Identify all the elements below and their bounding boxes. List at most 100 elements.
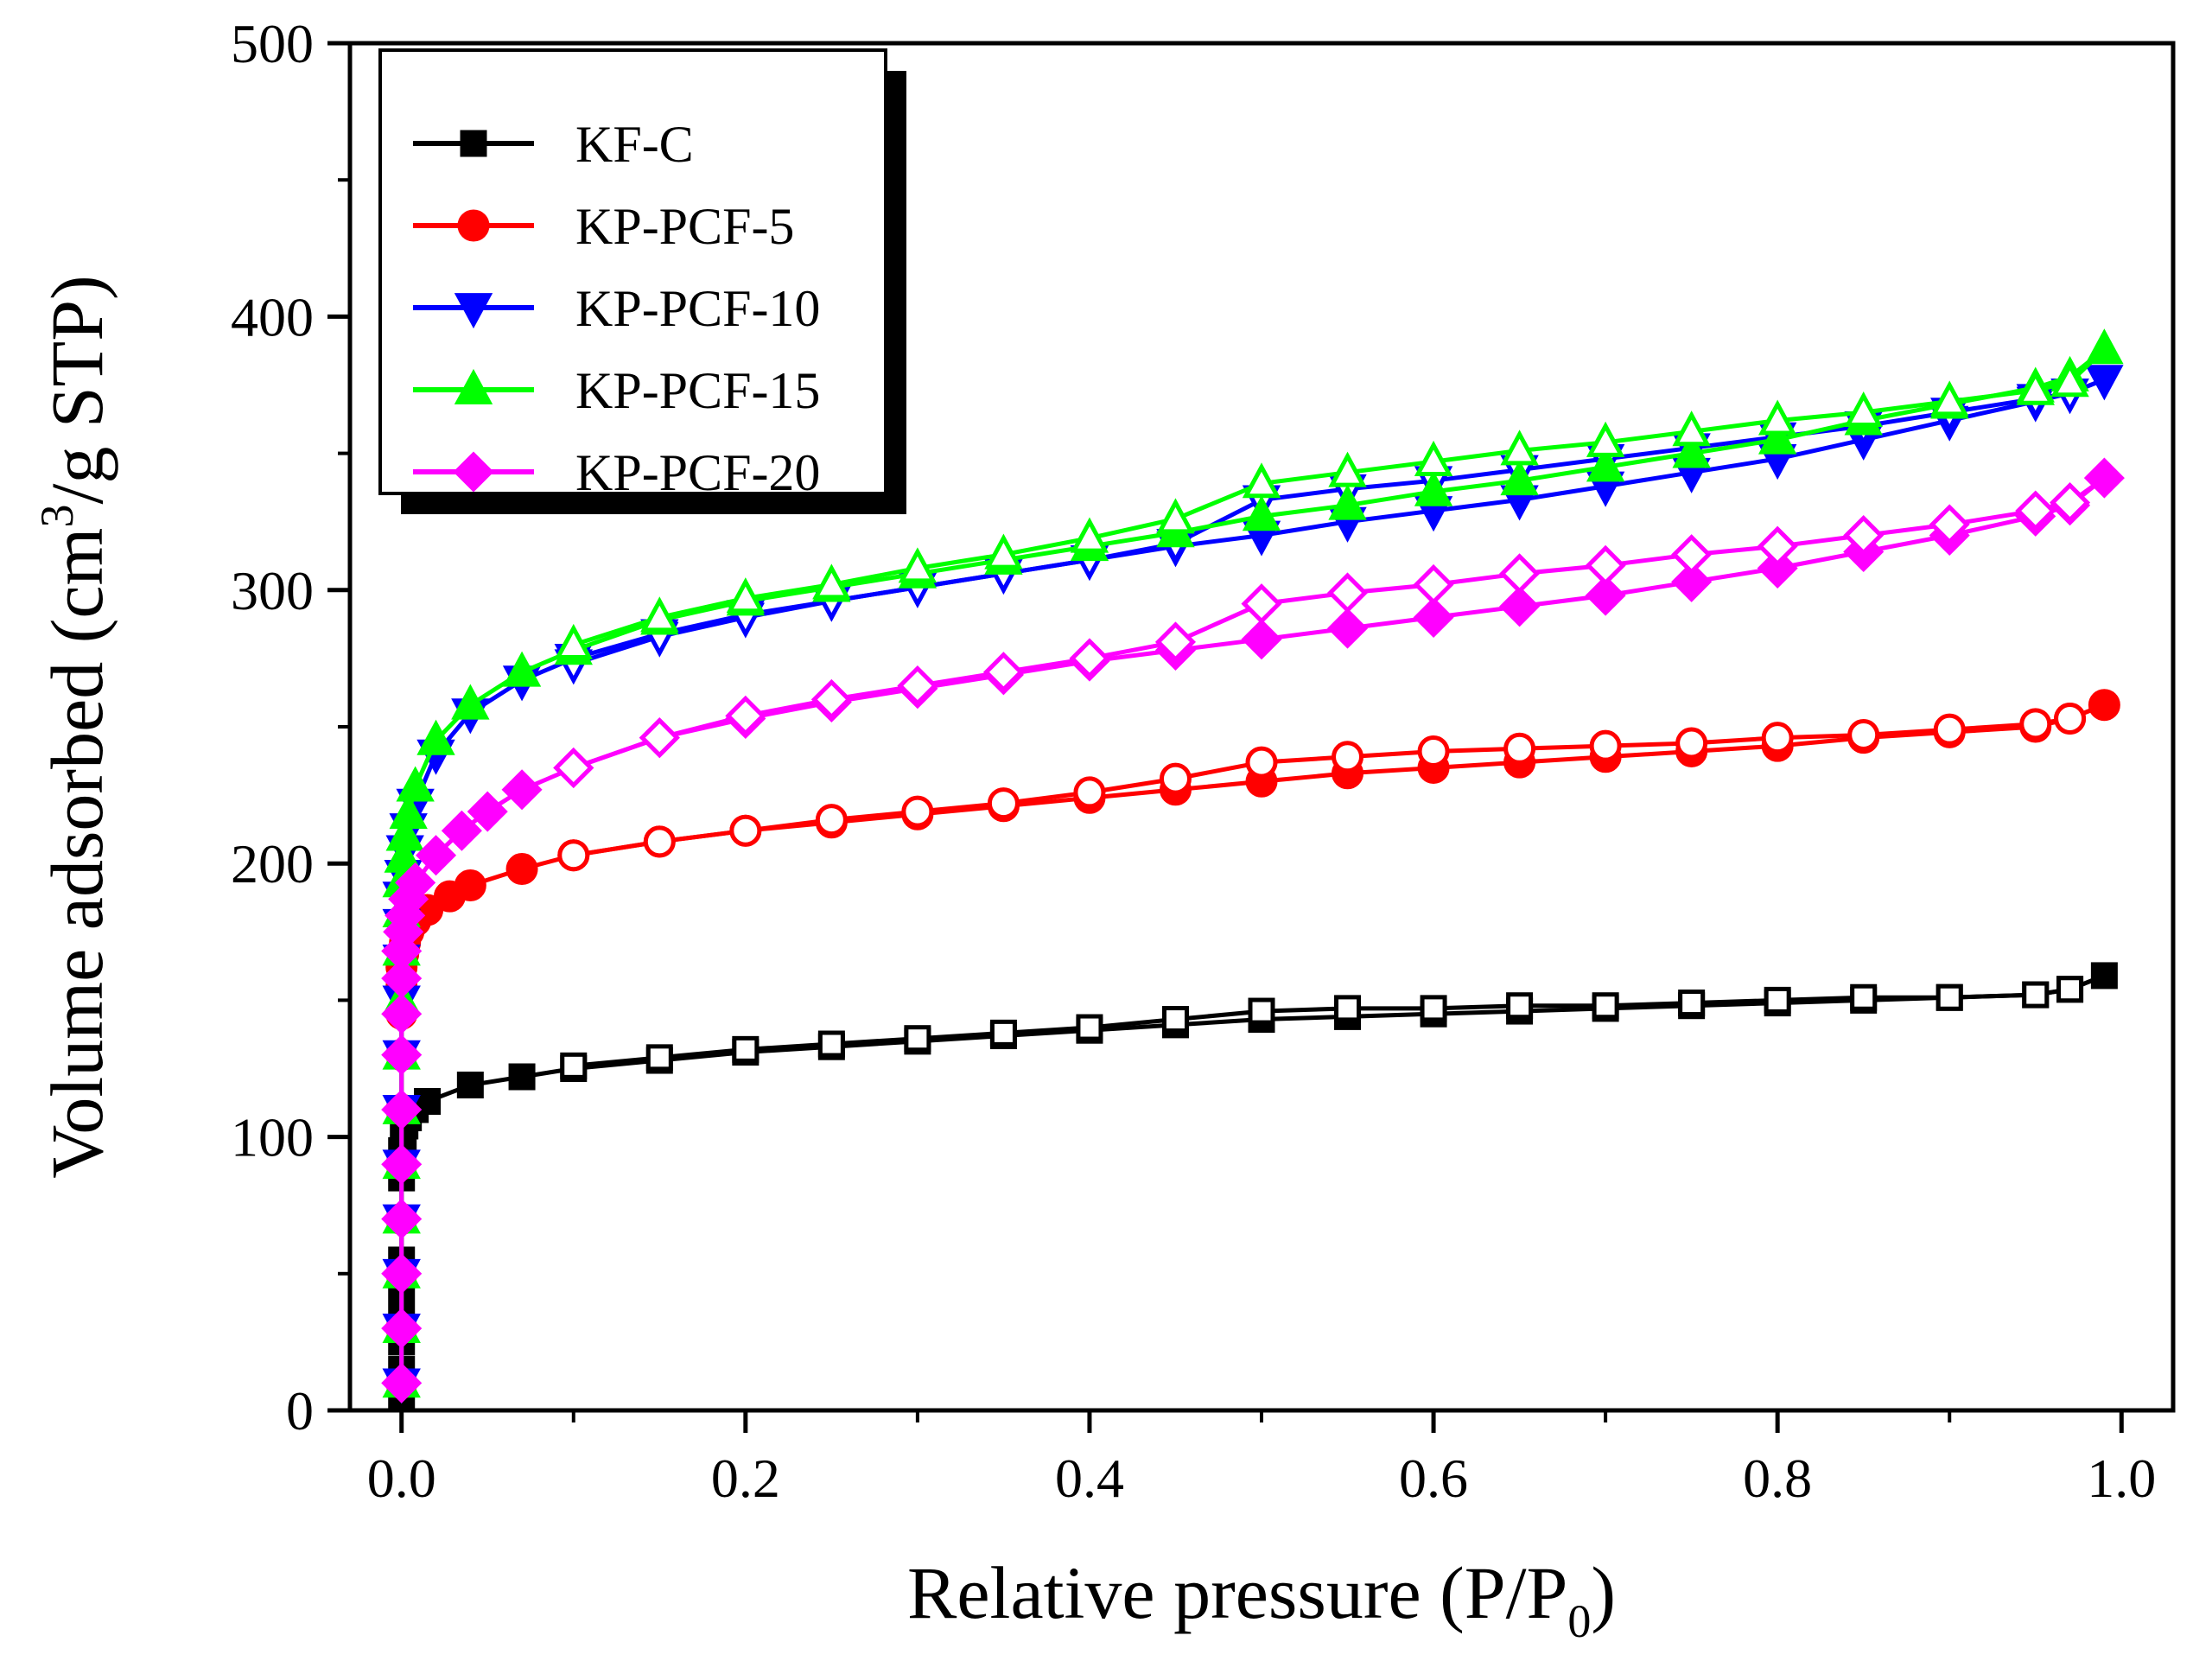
desorption-point (1503, 732, 1536, 765)
legend-label: KP-PCF-5 (575, 198, 794, 255)
desorption-point (1757, 525, 1798, 567)
adsorption-point (502, 651, 542, 687)
desorption-point (897, 665, 938, 707)
x-axis-title-main: Relative pressure (P/P (907, 1551, 1567, 1634)
desorption-point (1417, 735, 1450, 767)
legend-item: KP-PCF-20 (413, 444, 820, 501)
y-tick-label: 200 (231, 833, 314, 894)
desorption-point (1069, 638, 1110, 679)
adsorption-point (1241, 619, 1282, 660)
adsorption-point (1758, 418, 1797, 455)
desorption-point (1070, 517, 1109, 553)
desorption-point (1248, 997, 1275, 1025)
x-tick-label: 0.6 (1399, 1448, 1468, 1509)
desorption-point (1156, 498, 1195, 534)
desorption-point (1671, 534, 1713, 576)
desorption-point (1764, 986, 1791, 1014)
desorption-point (1506, 992, 1534, 1020)
desorption-point (1847, 718, 1880, 751)
desorption-point (1844, 391, 1883, 428)
desorption-point (901, 795, 934, 828)
desorption-point (2022, 981, 2050, 1009)
legend-box (378, 48, 887, 495)
adsorption-point (505, 853, 538, 886)
desorption-point (1672, 410, 1711, 447)
adsorption-point (416, 719, 455, 755)
desorption-point (1936, 983, 1963, 1011)
adsorption-point (1500, 460, 1539, 496)
x-axis-title-tail: ) (1591, 1551, 1616, 1634)
y-axis-title-main: Volume adsorbed (cm (35, 528, 118, 1179)
desorption-point (1413, 563, 1454, 606)
series-KP-PCF-20 (381, 457, 2125, 1403)
desorption-point (1761, 722, 1794, 754)
x-tick-label: 0.8 (1743, 1448, 1812, 1509)
adsorption-point (2083, 457, 2125, 499)
desorption-point (1499, 553, 1541, 595)
desorption-point (2054, 703, 2087, 735)
adsorption-point (381, 1308, 423, 1349)
desorption-point (643, 825, 676, 858)
desorption-point (640, 596, 679, 633)
legend-label: KP-PCF-10 (575, 280, 820, 337)
adsorption-point (381, 1143, 423, 1185)
adsorption-point (395, 862, 436, 903)
adsorption-point (467, 791, 508, 832)
desorption-line (573, 973, 2106, 1068)
desorption-point (1326, 572, 1369, 614)
desorption-point (1585, 544, 1626, 586)
desorption-point (1073, 776, 1106, 809)
desorption-point (1242, 462, 1281, 499)
desorption-point (898, 547, 938, 583)
desorption-point (1850, 983, 1878, 1011)
desorption-point (1933, 713, 1966, 746)
desorption-point (560, 1052, 588, 1079)
adsorption-point (389, 793, 428, 830)
adsorption-point (1328, 484, 1367, 520)
adsorption-point (1414, 470, 1453, 506)
desorption-point (1930, 380, 1969, 417)
legend-item: KP-PCF-5 (413, 198, 794, 255)
desorption-point (2050, 361, 2089, 398)
desorption-point (1592, 992, 1619, 1020)
x-tick-label: 0.4 (1055, 1448, 1124, 1509)
x-axis-title-subscript: 0 (1567, 1595, 1591, 1647)
legend-marker (457, 209, 490, 242)
adsorption-point (451, 684, 490, 720)
adsorption-point (454, 869, 486, 902)
legend-item: KP-PCF-10 (413, 280, 820, 337)
y-tick-label: 500 (231, 13, 314, 74)
adsorption-point (1499, 586, 1541, 627)
adsorption-point (381, 1089, 423, 1130)
desorption-point (2016, 369, 2055, 405)
adsorption-point (2085, 328, 2124, 365)
legend-marker (454, 368, 493, 404)
adsorption-point (384, 837, 423, 873)
adsorption-point (1672, 432, 1711, 468)
legend-label: KP-PCF-15 (575, 362, 820, 419)
desorption-point (904, 1025, 931, 1053)
adsorption-point (1586, 446, 1625, 482)
x-tick-label: 1.0 (2087, 1448, 2156, 1509)
desorption-point (1414, 440, 1453, 476)
desorption-point (1332, 741, 1364, 773)
desorption-point (2056, 976, 2084, 1003)
desorption-point (2050, 482, 2091, 524)
y-tick-label: 300 (231, 560, 314, 621)
desorption-point (815, 804, 848, 837)
desorption-point (810, 678, 852, 720)
desorption-point (729, 814, 762, 847)
adsorption-point (2085, 365, 2124, 401)
y-axis-title-tail: /g STP) (35, 275, 118, 504)
desorption-point (726, 577, 766, 614)
desorption-point (1076, 1014, 1103, 1041)
desorption-point (1420, 995, 1447, 1022)
adsorption-point (1585, 575, 1626, 616)
adsorption-point (415, 835, 457, 876)
desorption-point (725, 695, 766, 736)
desorption-point (1589, 729, 1622, 762)
desorption-point (1328, 451, 1367, 487)
desorption-point (817, 1030, 845, 1058)
desorption-point (982, 652, 1024, 693)
